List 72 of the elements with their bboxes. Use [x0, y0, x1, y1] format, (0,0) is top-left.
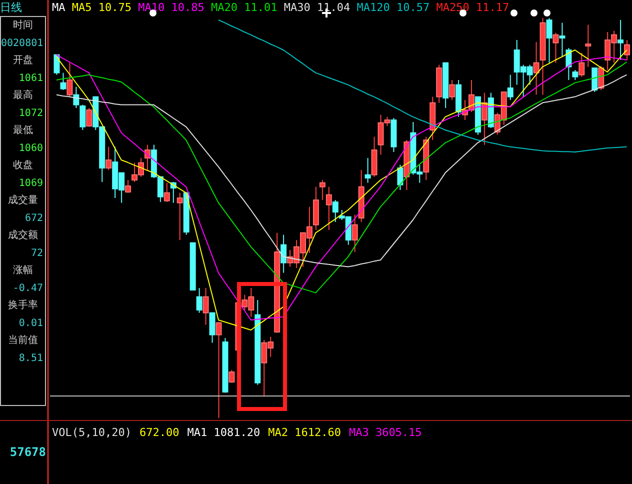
candlestick [559, 22, 566, 58]
candlestick [397, 164, 404, 190]
candlestick [228, 370, 235, 384]
candlestick [585, 24, 592, 68]
text: MA3 3605.15 [348, 426, 422, 439]
text: MA30 [284, 1, 310, 14]
candlestick [209, 312, 216, 344]
text: 10.75 [98, 1, 132, 14]
text: MA2 1612.60 [268, 426, 341, 439]
candlestick [507, 74, 514, 100]
text: 成交额 [7, 228, 39, 243]
candlestick [332, 200, 338, 222]
text: MA120 [356, 1, 390, 14]
text: 换手率 [7, 298, 39, 313]
candlestick [319, 180, 326, 200]
text: 8.51 [18, 352, 44, 366]
text: MA10 [138, 1, 165, 14]
candlestick [106, 146, 112, 170]
text: 收盘 [12, 159, 34, 173]
candlestick [352, 214, 358, 252]
candlestick [533, 42, 540, 96]
text: 1060 [18, 142, 44, 156]
candlestick [624, 40, 630, 60]
text: MA1 1081.20 [187, 426, 260, 439]
candlestick [280, 234, 287, 274]
candlestick [164, 182, 170, 202]
candlestick [364, 158, 371, 184]
candlestick [202, 288, 209, 326]
candlestick [125, 180, 132, 194]
text: 成交量 [7, 194, 39, 208]
candlestick [546, 18, 552, 64]
text: 11.01 [244, 1, 278, 14]
candlestick [592, 68, 598, 92]
text: VOL(5,10,20) [52, 426, 132, 439]
candlestick [326, 186, 332, 230]
candlestick [66, 62, 73, 98]
text: 最高 [12, 88, 34, 103]
text: 1072 [18, 106, 44, 120]
candlestick [572, 70, 578, 80]
text: MA250 11.17 [436, 1, 510, 14]
candlestick [73, 86, 80, 108]
text: MA5 [72, 1, 92, 14]
legend-title: MA [52, 1, 66, 14]
text: 10.57 [396, 1, 430, 14]
text: 1069 [18, 176, 44, 190]
text: 当前值 [7, 334, 39, 348]
candlestick [176, 192, 183, 240]
text: -0.47 [12, 282, 44, 296]
text: 0.01 [18, 316, 44, 330]
text: 0020801 [1, 36, 44, 50]
text: 最低 [12, 124, 34, 138]
text: MA20 [211, 1, 238, 14]
candlestick [552, 32, 559, 64]
candlestick [60, 72, 66, 90]
text: 1061 [18, 72, 44, 86]
text: 日线 [0, 0, 23, 15]
text: 时间 [12, 18, 34, 33]
text: 11.04 [317, 1, 350, 14]
text: 72 [30, 246, 44, 260]
candlestick [578, 52, 585, 78]
candlestick [618, 20, 624, 60]
text: 10.85 [171, 1, 204, 14]
text: 开盘 [12, 54, 34, 68]
candlestick [80, 104, 86, 130]
text: 57678 [8, 445, 46, 459]
candlestick [216, 322, 222, 418]
text: 涨幅 [12, 264, 34, 278]
candlestick [86, 108, 92, 128]
candlestick [196, 288, 202, 314]
text: 672.00 [139, 426, 180, 439]
candlestick [449, 80, 456, 100]
text: 672 [24, 212, 44, 226]
